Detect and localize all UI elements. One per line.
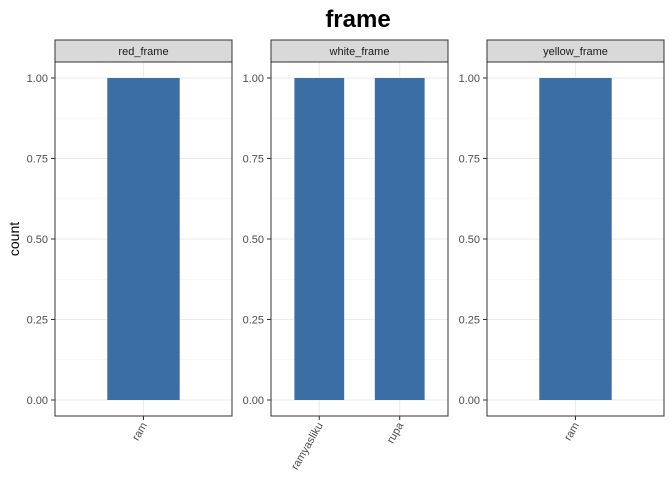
panel-border [54,61,233,417]
y-tick-label: 0.25 [27,315,48,327]
facet-panels: red_frame 0.00 0.25 0.50 0.75 1.00 ram white_fr… [27,39,665,473]
facet-strip-label: red_frame [118,46,168,58]
y-tick-label: 0.25 [459,315,480,327]
y-tick-label: 0.50 [459,234,480,246]
y-tick-label: 0.50 [27,234,48,246]
y-tick-label: 0.75 [459,154,480,166]
x-tick-label: rupa [385,420,407,446]
y-axis-title: count [6,222,22,256]
y-tick-label: 0.25 [243,315,264,327]
y-tick-label: 0.00 [243,395,264,407]
y-tick-label: 1.00 [27,73,48,85]
facet-panel-red-frame: red_frame 0.00 0.25 0.50 0.75 1.00 ram [27,39,233,443]
y-tick-label: 0.75 [243,154,264,166]
x-tick-label: ramyasliku [289,421,326,473]
bar-rupa [374,78,425,400]
y-tick-label: 0.00 [27,395,48,407]
y-tick-label: 0.50 [243,234,264,246]
y-tick-label: 1.00 [243,73,264,85]
y-tick-label: 0.75 [27,154,48,166]
x-tick-label: ram [130,421,150,443]
facet-panel-yellow-frame: yellow_frame 0.00 0.25 0.50 0.75 1.00 ram [459,39,665,443]
bar-ram [107,78,180,400]
bar-ram [539,78,612,400]
panel-border [270,61,449,417]
bar-ramyasliku [294,78,345,400]
facet-strip-label: white_frame [329,46,390,58]
panel-border [486,61,665,417]
chart-title: frame [325,6,390,33]
y-tick-label: 1.00 [459,73,480,85]
facet-panel-white-frame: white_frame 0.00 0.25 0.50 0.75 1.00 ramyaslik… [243,39,449,473]
facet-strip-label: yellow_frame [543,46,608,58]
x-tick-label: ram [562,421,582,443]
y-tick-label: 0.00 [459,395,480,407]
